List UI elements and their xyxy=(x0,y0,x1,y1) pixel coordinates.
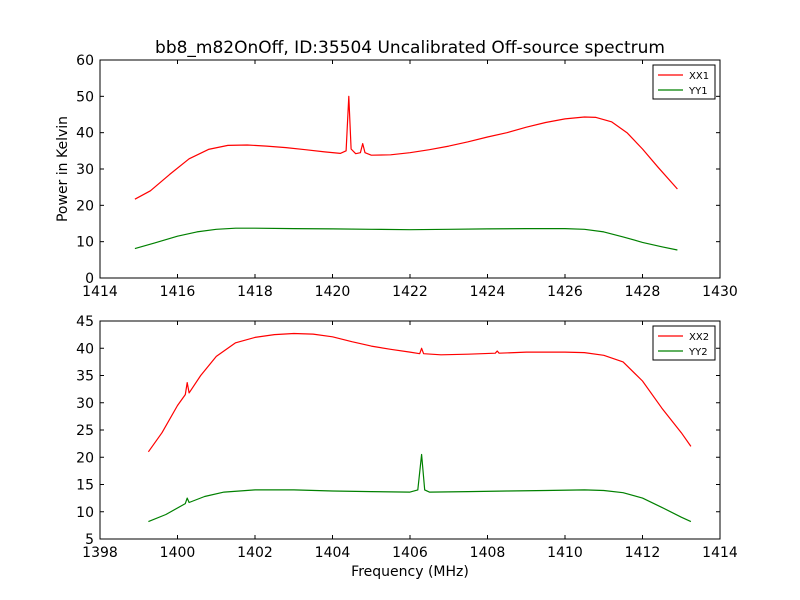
x-tick-label: 1398 xyxy=(82,545,118,561)
x-tick-label: 1420 xyxy=(315,284,351,300)
y-tick-label: 20 xyxy=(76,450,94,466)
x-tick-label: 1402 xyxy=(237,545,273,561)
plots: 1414 1416 1418 1420 1422 1424 1426 1428 1430 0 10 2… xyxy=(76,53,738,561)
x-axis-label: Frequency (MHz) xyxy=(351,564,469,580)
x-tick-label: 1422 xyxy=(392,284,428,300)
legend-box xyxy=(652,325,716,361)
y-tick-label: 30 xyxy=(76,162,94,178)
figure-title: bb8_m82OnOff, ID:35504 Uncalibrated Off-… xyxy=(155,38,665,58)
x-tick-label: 1418 xyxy=(237,284,273,300)
x-tick-label: 1408 xyxy=(470,545,506,561)
legend-box xyxy=(652,64,716,100)
legend-label-yy1: YY1 xyxy=(688,86,708,97)
y-tick-label: 50 xyxy=(76,89,94,105)
y-axis-label: Power in Kelvin xyxy=(55,116,71,222)
legend-label-yy2: YY2 xyxy=(688,347,708,358)
x-tick-label: 1404 xyxy=(315,545,351,561)
y-tick-label: 10 xyxy=(76,235,94,251)
y-tick-label: 35 xyxy=(76,369,94,385)
legend-label-xx1: XX1 xyxy=(689,71,709,82)
x-tick-label: 1410 xyxy=(547,545,583,561)
plot-2-frame xyxy=(99,320,721,540)
legend-label-xx2: XX2 xyxy=(689,332,709,343)
x-tick-label: 1426 xyxy=(547,284,583,300)
y-tick-label: 40 xyxy=(76,126,94,142)
x-tick-label: 1414 xyxy=(82,284,118,300)
x-tick-label: 1414 xyxy=(702,545,738,561)
y-tick-label: 15 xyxy=(76,478,94,494)
plot-1-frame xyxy=(99,59,721,279)
y-tick-label: 0 xyxy=(85,271,94,287)
x-tick-label: 1430 xyxy=(702,284,738,300)
y-tick-label: 10 xyxy=(76,505,94,521)
plot-2: 1398 1400 1402 1404 1406 1408 1410 1412 1414 5 10 1… xyxy=(76,314,738,561)
x-tick-label: 1424 xyxy=(470,284,506,300)
series-line-xx1 xyxy=(134,95,678,200)
y-tick-label: 5 xyxy=(85,532,94,548)
x-tick-label: 1416 xyxy=(160,284,196,300)
x-tick-label: 1412 xyxy=(625,545,661,561)
y-tick-label: 45 xyxy=(76,314,94,330)
y-tick-label: 20 xyxy=(76,198,94,214)
series-line-xx2 xyxy=(147,332,692,453)
y-tick-label: 60 xyxy=(76,53,94,69)
x-tick-label: 1400 xyxy=(160,545,196,561)
series-line-yy2 xyxy=(148,453,692,523)
series-line-yy1 xyxy=(134,227,678,251)
y-tick-label: 40 xyxy=(76,341,94,357)
y-tick-label: 25 xyxy=(76,423,94,439)
x-tick-label: 1406 xyxy=(392,545,428,561)
plot-1: 1414 1416 1418 1420 1422 1424 1426 1428 1430 0 10 2… xyxy=(76,53,738,300)
y-tick-label: 30 xyxy=(76,396,94,412)
x-tick-label: 1428 xyxy=(625,284,661,300)
